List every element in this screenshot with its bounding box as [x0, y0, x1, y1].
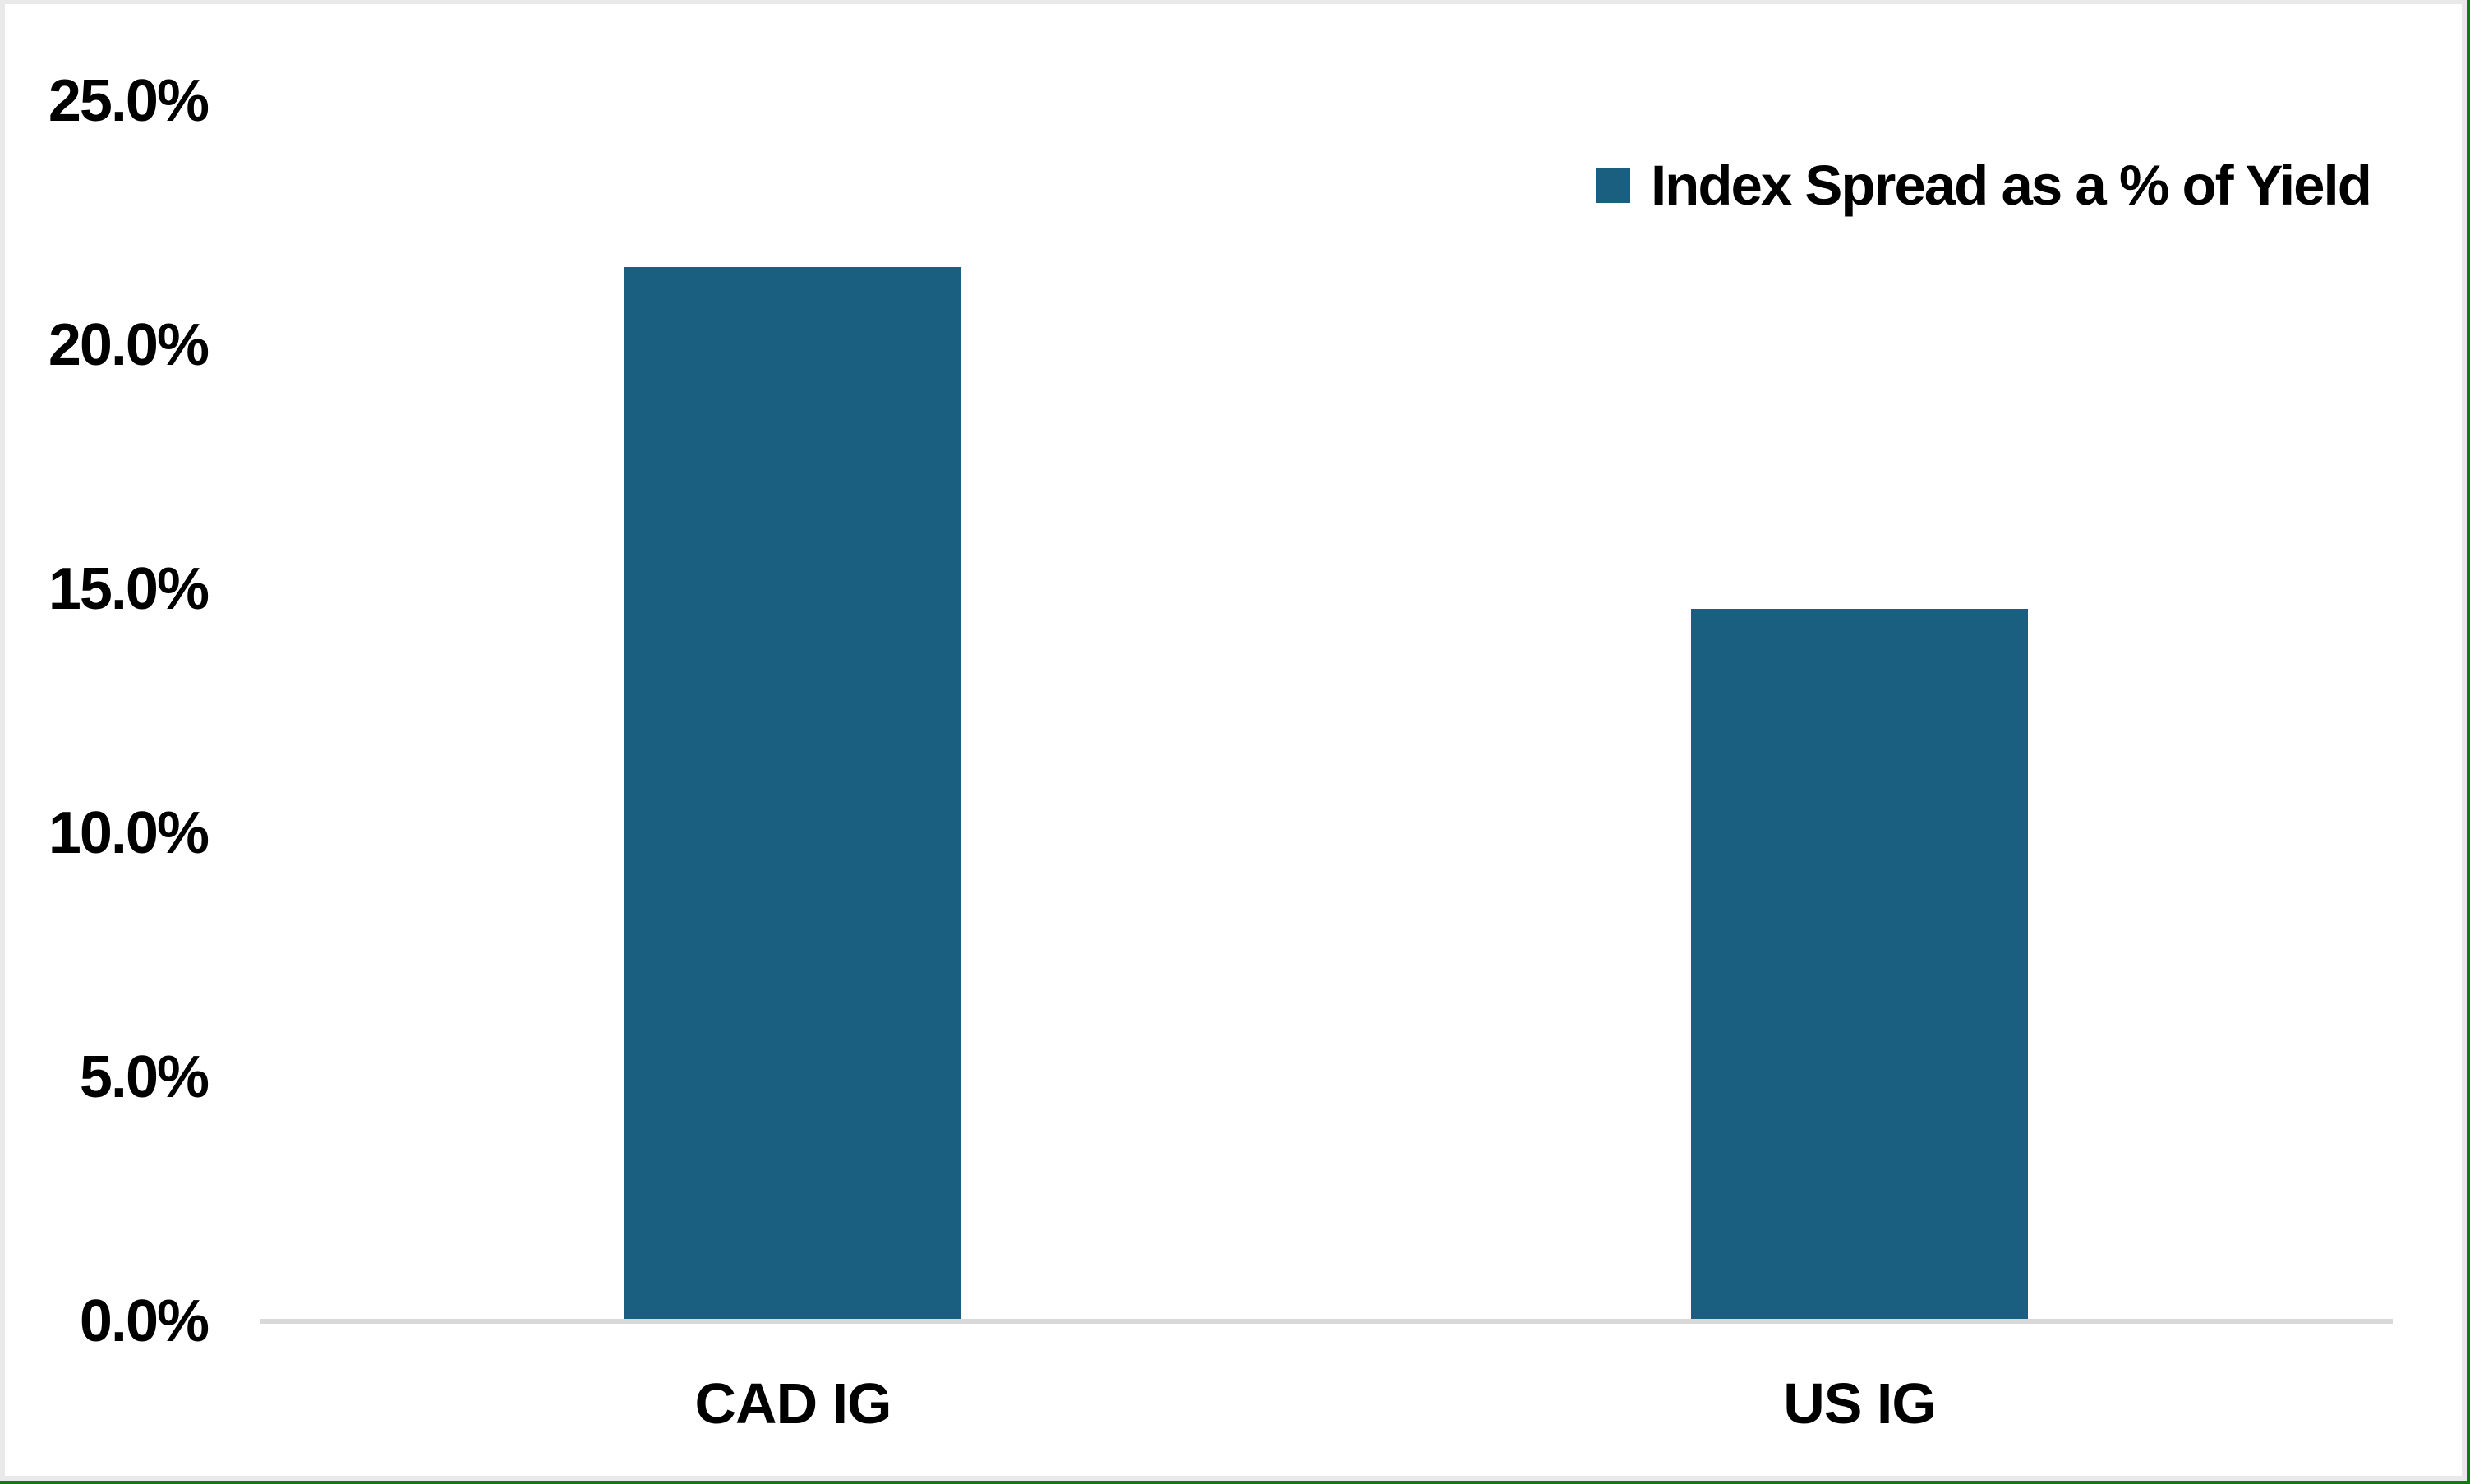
y-axis-tick-label-5: 5.0% — [79, 1044, 210, 1110]
y-axis-tick-label-25: 25.0% — [48, 68, 210, 134]
x-axis-category-label-cad-ig: CAD IG — [694, 1371, 892, 1436]
legend: Index Spread as a % of Yield — [1596, 154, 2372, 217]
legend-label: Index Spread as a % of Yield — [1651, 154, 2372, 217]
bar-cad-ig — [624, 266, 961, 1321]
x-axis-category-label-us-ig: US IG — [1783, 1371, 1937, 1436]
y-axis-tick-label-0: 0.0% — [79, 1288, 210, 1354]
x-axis-line — [260, 1319, 2393, 1324]
y-axis-tick-label-10: 10.0% — [48, 800, 210, 866]
plot-area — [260, 101, 2393, 1321]
bar-us-ig — [1691, 608, 2028, 1321]
y-axis-tick-label-15: 15.0% — [48, 556, 210, 622]
chart-area: 25.0% 20.0% 15.0% 10.0% 5.0% 0.0% CAD IG… — [5, 4, 2462, 1476]
y-axis-tick-label-20: 20.0% — [48, 312, 210, 378]
legend-marker-icon — [1596, 168, 1630, 203]
